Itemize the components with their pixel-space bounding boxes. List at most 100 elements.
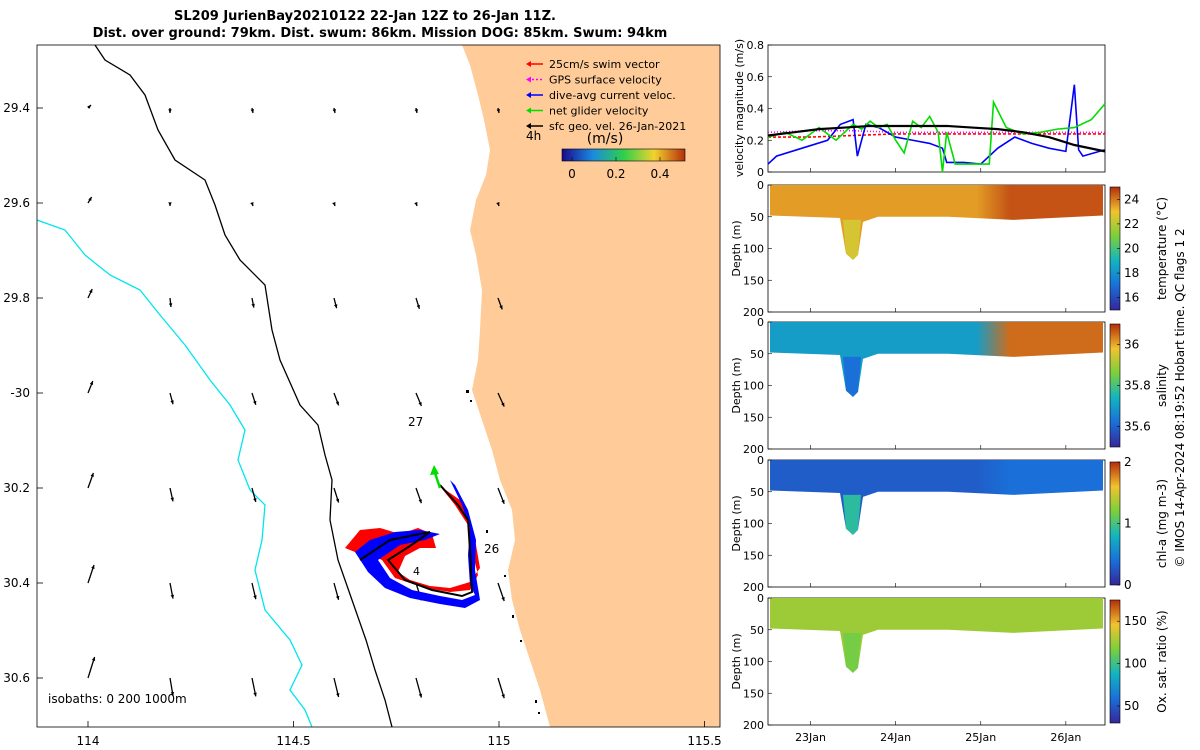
legend-label-2: dive-avg current veloc. bbox=[549, 89, 676, 102]
time-tick-3: 26Jan bbox=[1050, 731, 1081, 744]
legend-label-4: sfc geo. vel. 26-Jan-2021 bbox=[549, 120, 686, 133]
section-ytick-3-2: 100 bbox=[743, 656, 764, 669]
vector-arrow bbox=[168, 202, 172, 206]
section-cbtick-3-1: 100 bbox=[1124, 657, 1147, 671]
section-ytick-0-2: 100 bbox=[743, 243, 764, 256]
lat-tick-0: 29.4 bbox=[3, 101, 30, 115]
section-ytick-0-3: 150 bbox=[743, 274, 764, 287]
velocity-yticks: 0 0.2 0.4 0.6 0.8 bbox=[747, 39, 772, 179]
lat-tick-1: 29.6 bbox=[3, 196, 30, 210]
lat-tick-5: 30.4 bbox=[3, 576, 30, 590]
vector-arrow bbox=[253, 400, 257, 405]
section-panel-1: 0 50 100 150 200 Depth (m) 35.6 35.8 36 salinity bbox=[730, 316, 1169, 456]
vector-arrow bbox=[335, 498, 340, 503]
section-cblabel-1: salinity bbox=[1155, 364, 1169, 407]
vector-arrow bbox=[418, 402, 422, 406]
section-cbtick-0-2: 20 bbox=[1124, 242, 1139, 256]
section-panel-2: 0 50 100 150 200 Depth (m) 0 1 2 chl-a (mg m-3) bbox=[730, 454, 1169, 594]
vector-arrow bbox=[332, 202, 336, 206]
lat-tick-6: 30.6 bbox=[3, 671, 30, 685]
section-panel-3: 0 50 100 150 200 Depth (m) 50 100 150 Ox. sat. ra… bbox=[730, 592, 1169, 732]
vector-arrow bbox=[170, 691, 175, 696]
section-ytick-1-1: 50 bbox=[750, 348, 764, 361]
vector-arrow bbox=[168, 109, 172, 113]
legend-arrowhead-1 bbox=[526, 76, 531, 83]
lon-tick-3: 115.5 bbox=[687, 734, 721, 748]
section-trough-1 bbox=[843, 356, 861, 397]
lon-tick-1: 114.5 bbox=[276, 734, 310, 748]
vector-arrow bbox=[496, 109, 500, 113]
title-line-2: Dist. over ground: 79km. Dist. swum: 86k… bbox=[93, 26, 668, 41]
section-ytick-3-1: 50 bbox=[750, 624, 764, 637]
section-cbtick-0-1: 18 bbox=[1124, 266, 1139, 280]
vector-arrow bbox=[253, 498, 257, 502]
section-ylabel-3: Depth (m) bbox=[730, 633, 743, 689]
legend-arrowhead-4 bbox=[526, 123, 531, 129]
day-label-26: 26 bbox=[484, 542, 499, 556]
section-cbtick-1-2: 36 bbox=[1124, 338, 1139, 352]
vector-arrow bbox=[250, 109, 254, 113]
section-trough-0 bbox=[843, 219, 861, 260]
time-tick-0: 23Jan bbox=[795, 731, 826, 744]
vector-arrow bbox=[501, 499, 505, 504]
vector-arrow bbox=[170, 400, 174, 405]
section-ytick-2-2: 100 bbox=[743, 518, 764, 531]
section-ytick-0-4: 200 bbox=[743, 306, 764, 319]
section-cbtick-3-0: 50 bbox=[1124, 699, 1139, 713]
vector-arrow bbox=[499, 305, 503, 310]
vector-arrow bbox=[170, 497, 174, 502]
section-cblabel-2: chl-a (mg m-3) bbox=[1155, 479, 1169, 568]
speed-colorbar-tick-0: 0 bbox=[568, 167, 576, 181]
vector-arrow bbox=[335, 401, 339, 406]
vector-arrow bbox=[414, 202, 418, 206]
section-ytick-2-0: 0 bbox=[757, 454, 764, 467]
section-cbtick-2-1: 1 bbox=[1124, 517, 1132, 531]
speed-colorbar-ticks: 0 0.2 0.4 bbox=[568, 157, 670, 181]
net-velocity-arrowhead bbox=[430, 465, 439, 475]
legend-label-0: 25cm/s swim vector bbox=[549, 58, 660, 71]
section-ylabel-0: Depth (m) bbox=[730, 220, 743, 276]
section-ytick-2-1: 50 bbox=[750, 486, 764, 499]
speed-colorbar-tick-1: 0.2 bbox=[606, 167, 625, 181]
velocity-ytick-3: 0.6 bbox=[747, 71, 765, 84]
track-line bbox=[359, 484, 474, 598]
vector-arrow bbox=[414, 109, 418, 113]
vector-arrow bbox=[336, 693, 340, 697]
interval-label: 4h bbox=[526, 129, 541, 143]
map-panel: 4 27 26 isobaths: 0 200 1000m 25cm/s swi… bbox=[3, 44, 722, 748]
section-cbtick-0-3: 22 bbox=[1124, 217, 1139, 231]
track-label-4: 4 bbox=[413, 565, 420, 578]
section-cbtick-1-1: 35.8 bbox=[1124, 379, 1151, 393]
legend-arrowhead-3 bbox=[526, 107, 531, 114]
time-tick-2: 25Jan bbox=[965, 731, 996, 744]
section-trough-3 bbox=[843, 632, 861, 673]
vector-arrow bbox=[89, 381, 94, 385]
velocity-ytick-2: 0.4 bbox=[747, 103, 765, 116]
vector-arrow bbox=[253, 692, 257, 697]
section-cbtick-0-0: 16 bbox=[1124, 291, 1139, 305]
velocity-ylabel: velocity magnitude (m/s) bbox=[733, 39, 746, 177]
section-cbtick-1-0: 35.6 bbox=[1124, 420, 1151, 434]
latitude-ticks: 29.4 29.6 29.8 -30 30.2 30.4 30.6 bbox=[3, 101, 43, 685]
vector-arrow bbox=[88, 197, 92, 201]
lon-tick-2: 115 bbox=[488, 734, 511, 748]
vector-arrow bbox=[496, 202, 500, 206]
section-ytick-3-4: 200 bbox=[743, 719, 764, 732]
credit-text: © IMOS 14-Apr-2024 08:19:52 Hobart time.… bbox=[1173, 228, 1187, 567]
lat-tick-3: -30 bbox=[10, 386, 30, 400]
vector-arrow bbox=[250, 202, 254, 206]
section-cblabel-3: Ox. sat. ratio (%) bbox=[1155, 610, 1169, 712]
velocity-panel: 0 0.2 0.4 0.6 0.8 velocity magnitude (m/s) bbox=[733, 39, 1106, 179]
vector-arrow bbox=[251, 303, 255, 308]
section-cbtick-3-2: 150 bbox=[1124, 614, 1147, 628]
legend-arrowhead-0 bbox=[526, 61, 531, 67]
velocity-series-4 bbox=[767, 124, 1106, 153]
section-ytick-1-0: 0 bbox=[757, 316, 764, 329]
section-ytick-1-3: 150 bbox=[743, 411, 764, 424]
section-ytick-1-2: 100 bbox=[743, 380, 764, 393]
section-colorbar-3 bbox=[1109, 599, 1121, 724]
section-cbtick-0-4: 24 bbox=[1124, 192, 1139, 206]
section-cbtick-2-2: 2 bbox=[1124, 455, 1132, 469]
section-ytick-1-4: 200 bbox=[743, 443, 764, 456]
